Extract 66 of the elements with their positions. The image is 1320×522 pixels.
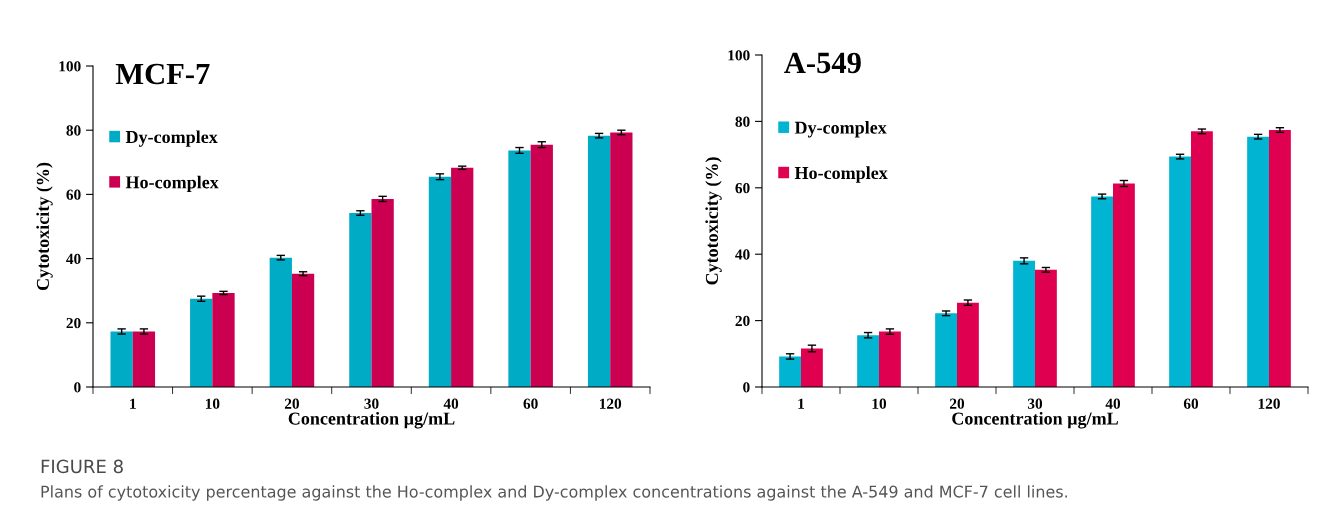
x-tick-label: 1 (798, 398, 805, 409)
bar (801, 348, 823, 387)
legend-label: Ho-complex (125, 175, 219, 193)
x-tick-label: 30 (364, 398, 379, 409)
bar (1247, 136, 1269, 387)
bar (212, 292, 235, 387)
x-tick-label: 60 (1183, 398, 1199, 409)
x-axis-title: Concentration µg/mL (288, 411, 455, 429)
y-tick-label: 40 (66, 253, 81, 265)
bar (857, 335, 879, 387)
bar (349, 213, 372, 387)
bar (779, 356, 801, 387)
bar (1191, 131, 1213, 387)
y-tick-label: 60 (735, 182, 750, 194)
x-tick-label: 40 (1105, 398, 1121, 409)
x-tick-label: 40 (443, 398, 459, 409)
legend-label: Dy-complex (794, 121, 887, 138)
x-tick-label: 10 (205, 398, 220, 409)
caption: FIGURE 8 (41, 459, 123, 474)
bar (371, 198, 394, 387)
y-tick-label: 0 (743, 382, 750, 393)
bar (1269, 130, 1291, 387)
bar (269, 257, 292, 387)
x-tick-label: 60 (523, 398, 538, 409)
bar (1013, 260, 1035, 387)
bar (1091, 196, 1113, 387)
y-axis-title: Cytotoxicity (%) (36, 162, 53, 291)
y-tick-label: 0 (74, 382, 81, 393)
y-tick-label: 100 (728, 50, 750, 61)
bar (190, 298, 213, 387)
y-tick-label: 40 (735, 249, 750, 260)
x-tick-label: 20 (284, 398, 299, 409)
bar (879, 331, 901, 387)
x-axis-title: Concentration µg/mL (952, 411, 1118, 429)
x-tick-label: 120 (599, 398, 622, 409)
bar (587, 135, 611, 387)
bar (291, 273, 315, 387)
bar (110, 331, 133, 387)
bar (1035, 269, 1057, 387)
y-tick-label: 80 (735, 116, 750, 127)
y-axis-title: Cytotoxicity (%) (705, 157, 722, 285)
x-tick-label: 10 (872, 398, 887, 409)
text: Plans of cytotoxicity percentage against the Ho-complex and Dy-complex concentrations against the A-549 and MCF-7 cell lines. (41, 485, 1067, 501)
chart-title: A-549 (784, 52, 861, 74)
bar (610, 132, 633, 387)
bar (935, 313, 957, 387)
y-tick-label: 80 (66, 125, 81, 136)
x-tick-label: 120 (1258, 398, 1280, 409)
chart-title: MCF-7 (115, 63, 210, 85)
y-tick-label: 60 (66, 189, 81, 200)
legend-label: Ho-complex (794, 166, 888, 183)
bar (957, 302, 979, 387)
bar (451, 167, 474, 387)
bar (508, 150, 531, 387)
y-tick-label: 20 (66, 317, 81, 329)
bar (530, 144, 553, 387)
y-tick-label: 20 (735, 315, 750, 327)
bar (1169, 156, 1191, 387)
bar (1113, 183, 1135, 387)
x-tick-label: 1 (130, 398, 136, 409)
x-tick-label: 20 (950, 398, 965, 409)
bar (132, 331, 156, 387)
legend-label: Dy-complex (125, 130, 218, 147)
bar (428, 176, 452, 387)
y-tick-label: 100 (59, 61, 81, 72)
x-tick-label: 30 (1027, 398, 1043, 409)
